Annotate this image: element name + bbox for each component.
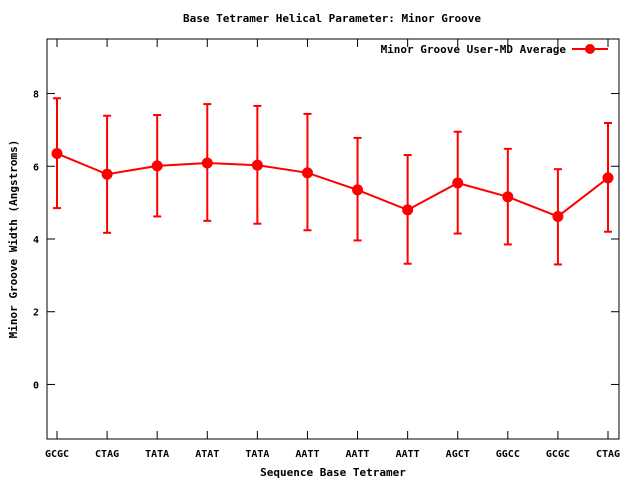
data-point	[51, 148, 63, 160]
legend-label: Minor Groove User-MD Average	[381, 43, 567, 56]
data-point	[452, 177, 464, 189]
x-tick-label: AATT	[345, 449, 369, 460]
x-tick-label: ATAT	[195, 449, 219, 460]
y-tick-label: 4	[33, 235, 39, 246]
x-tick-label: CTAG	[95, 449, 119, 460]
x-tick-label: TATA	[245, 449, 269, 460]
y-tick-label: 2	[33, 308, 39, 319]
data-point	[552, 210, 564, 222]
data-point	[402, 204, 414, 216]
data-point	[201, 157, 213, 169]
x-tick-label: GCGC	[45, 449, 69, 460]
x-tick-label: CTAG	[596, 449, 620, 460]
x-axis-ticks: GCGC CTAG TATA ATAT TATA AATT AATT AATT AGCT GGCC…	[45, 39, 620, 460]
y-axis-label: Minor Groove Width (Angstroms)	[7, 140, 20, 339]
data-point	[301, 167, 313, 179]
data-point	[251, 159, 263, 171]
plot-frame	[46, 38, 620, 440]
x-tick-label: AATT	[295, 449, 319, 460]
x-tick-label: GCGC	[546, 449, 570, 460]
data-point	[352, 184, 364, 196]
y-axis-ticks: 0 2 4 6 8	[33, 90, 619, 391]
chart-title: Base Tetramer Helical Parameter: Minor G…	[183, 12, 481, 25]
x-tick-label: GGCC	[496, 449, 520, 460]
data-point	[151, 160, 163, 172]
data-point	[602, 172, 614, 184]
data-point	[101, 168, 113, 180]
series-minor-groove	[51, 97, 614, 266]
x-tick-label: TATA	[145, 449, 169, 460]
y-tick-label: 0	[33, 380, 39, 391]
y-tick-label: 6	[33, 162, 39, 173]
legend: Minor Groove User-MD Average	[381, 43, 608, 56]
series-line	[56, 152, 609, 218]
data-point	[502, 191, 514, 203]
x-tick-label: AGCT	[446, 449, 470, 460]
y-tick-label: 8	[33, 90, 39, 101]
legend-marker	[585, 44, 595, 54]
x-tick-label: AATT	[396, 449, 420, 460]
x-axis-label: Sequence Base Tetramer	[260, 466, 406, 479]
